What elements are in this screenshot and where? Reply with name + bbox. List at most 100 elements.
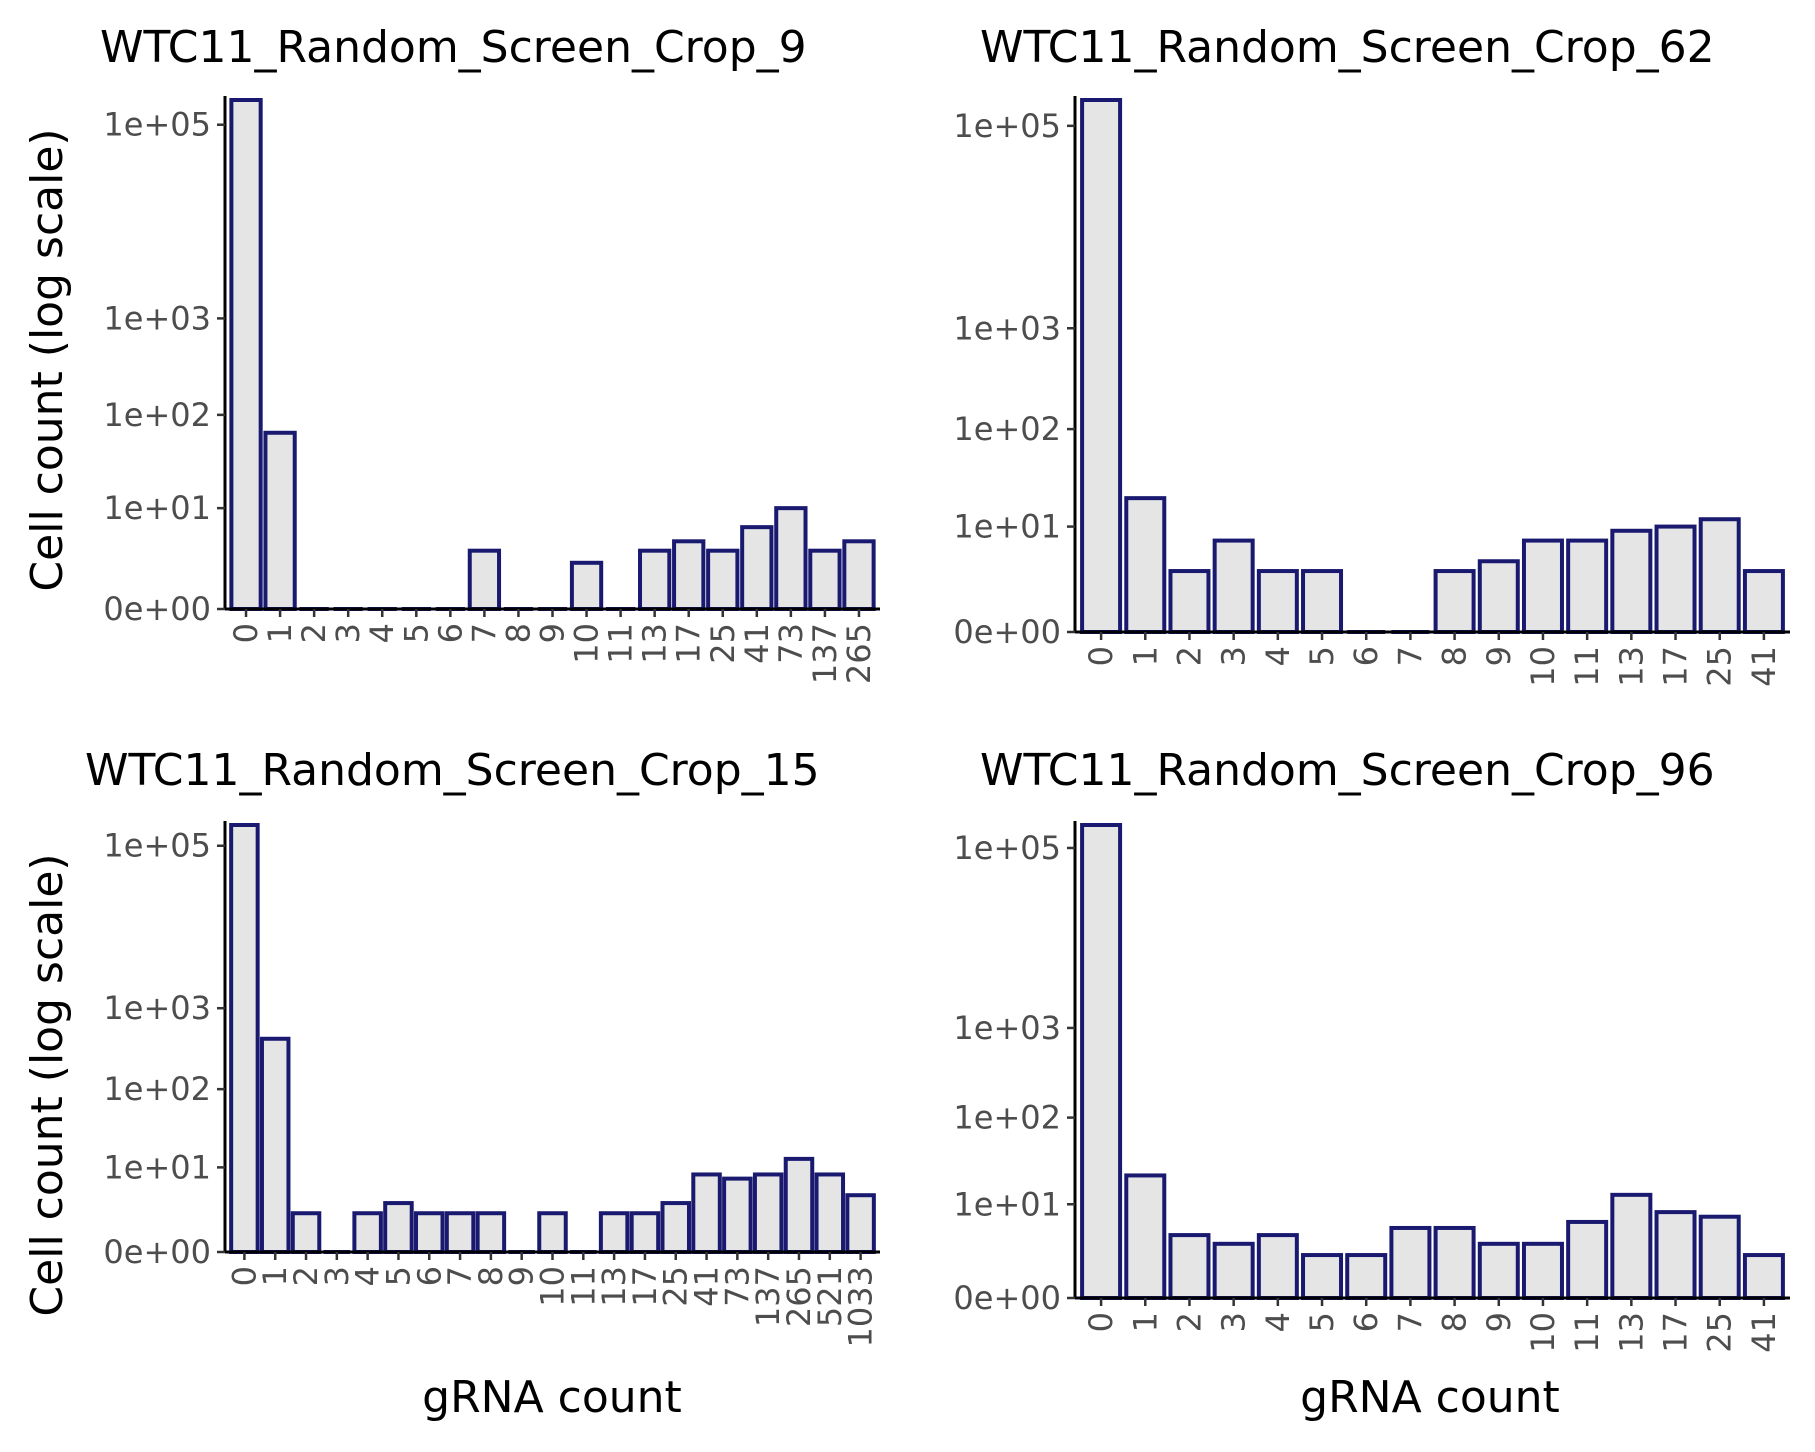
x-tick-label: 11 — [564, 1266, 602, 1307]
bar-73 — [774, 506, 808, 612]
x-tick-label: 13 — [1612, 646, 1650, 687]
bar-0 — [1080, 98, 1123, 634]
x-tick-label: 4 — [1259, 646, 1297, 666]
x-tick-label: 17 — [670, 623, 708, 664]
bar-9 — [1477, 559, 1520, 634]
y-tick-label: 1e+03 — [103, 299, 211, 337]
y-tick-label: 1e+01 — [953, 1185, 1061, 1223]
x-tick-label: 41 — [1745, 1312, 1783, 1353]
x-tick-label: 25 — [657, 1266, 695, 1307]
y-tick-label: 1e+02 — [103, 1070, 211, 1108]
bar-2 — [1168, 1233, 1211, 1300]
x-tick-label: 0 — [1082, 646, 1120, 666]
x-tick-label: 7 — [1391, 646, 1429, 666]
bar-3 — [1212, 1241, 1255, 1301]
panel-title: WTC11_Random_Screen_Crop_96 — [980, 745, 1715, 796]
y-tick-label: 0e+00 — [103, 590, 211, 628]
bar-265 — [842, 539, 876, 611]
bar-13 — [1610, 1192, 1653, 1300]
bar-1 — [263, 430, 297, 611]
y-tick-label: 1e+02 — [953, 410, 1061, 448]
bar-137 — [808, 548, 842, 612]
bar-17 — [1654, 524, 1697, 635]
x-tick-label: 41 — [738, 623, 776, 664]
bar-5 — [383, 1201, 414, 1254]
x-tick-label: 10 — [1524, 1312, 1562, 1353]
bar-25 — [1698, 1214, 1741, 1300]
x-tick-label: 3 — [1215, 1312, 1253, 1332]
bar-3 — [1212, 538, 1255, 635]
x-tick-label: 2 — [287, 1266, 325, 1286]
bar-9 — [1477, 1241, 1520, 1301]
x-tick-label: 6 — [431, 623, 469, 643]
x-tick-label: 13 — [636, 623, 674, 664]
x-tick-label: 3 — [1215, 646, 1253, 666]
x-tick-label: 11 — [602, 623, 640, 664]
x-tick-label: 1 — [1126, 646, 1164, 666]
x-tick-label: 6 — [410, 1266, 448, 1286]
bar-10 — [537, 1211, 568, 1254]
bar-10 — [569, 560, 604, 611]
y-tick-label: 1e+05 — [103, 827, 211, 865]
bar-4 — [1256, 1233, 1299, 1300]
x-tick-label: 137 — [749, 1266, 787, 1327]
y-tick-label: 1e+01 — [103, 489, 211, 527]
bar-2 — [290, 1211, 322, 1254]
bar-13 — [638, 548, 672, 612]
bar-11 — [1566, 538, 1609, 635]
x-axis-title-bottom-right: gRNA count — [1300, 1372, 1560, 1423]
bar-17 — [629, 1211, 661, 1254]
bar-17 — [1654, 1210, 1697, 1300]
bar-1 — [1124, 1173, 1167, 1300]
y-tick-label: 0e+00 — [953, 613, 1061, 651]
x-tick-label: 8 — [1436, 646, 1474, 666]
x-tick-label: 6 — [1347, 1312, 1385, 1332]
panel-bottom-right: WTC11_Random_Screen_Crop_96 0e+00 1e+01 1e… — [953, 745, 1790, 1353]
x-tick-label: 8 — [1436, 1312, 1474, 1332]
bar-4 — [1256, 569, 1299, 634]
bar-5 — [1301, 569, 1344, 634]
bar-17 — [672, 539, 706, 611]
x-tick-label: 5 — [379, 1266, 417, 1286]
y-tick-label: 1e+05 — [953, 829, 1061, 867]
x-tick-label: 0 — [227, 623, 265, 643]
x-tick-label: 7 — [441, 1266, 479, 1286]
panel-title: WTC11_Random_Screen_Crop_62 — [980, 22, 1715, 73]
bar-41 — [1742, 1253, 1785, 1301]
x-tick-label: 9 — [1480, 1312, 1518, 1332]
panel-top-left: WTC11_Random_Screen_Crop_9 0e+00 1e+01 1e+… — [100, 22, 880, 684]
x-tick-label: 0 — [225, 1266, 263, 1286]
x-tick-label: 9 — [503, 1266, 541, 1286]
bar-0 — [1080, 823, 1123, 1300]
x-tick-label: 0 — [1082, 1312, 1120, 1332]
x-tick-label: 1 — [256, 1266, 294, 1286]
bar-4 — [352, 1211, 383, 1254]
bar-0 — [229, 98, 263, 611]
x-tick-label: 4 — [363, 623, 401, 643]
bar-6 — [1345, 1253, 1388, 1301]
x-tick-label: 25 — [1701, 1312, 1739, 1353]
x-tick-label: 4 — [1259, 1312, 1297, 1332]
bar-521 — [814, 1172, 846, 1254]
y-tick-label: 1e+01 — [953, 508, 1061, 546]
y-tick-label: 1e+05 — [953, 107, 1061, 145]
x-tick-label: 2 — [1170, 1312, 1208, 1332]
x-tick-label: 7 — [465, 623, 503, 643]
bar-8 — [1433, 569, 1476, 634]
x-axis-title-bottom-left: gRNA count — [422, 1372, 682, 1423]
bar-11 — [1566, 1219, 1609, 1300]
x-tick-label: 1033 — [842, 1266, 880, 1347]
bar-1033 — [845, 1193, 876, 1254]
y-tick-label: 1e+02 — [953, 1099, 1061, 1137]
bar-1 — [259, 1036, 291, 1255]
x-tick-label: 5 — [1303, 1312, 1341, 1332]
bar-8 — [475, 1211, 507, 1254]
x-tick-label: 2 — [1170, 646, 1208, 666]
bar-10 — [1521, 538, 1564, 635]
bar-2 — [1168, 569, 1211, 634]
y-tick-label: 1e+02 — [103, 396, 211, 434]
x-tick-label: 7 — [1391, 1312, 1429, 1332]
x-tick-label: 13 — [595, 1266, 633, 1307]
